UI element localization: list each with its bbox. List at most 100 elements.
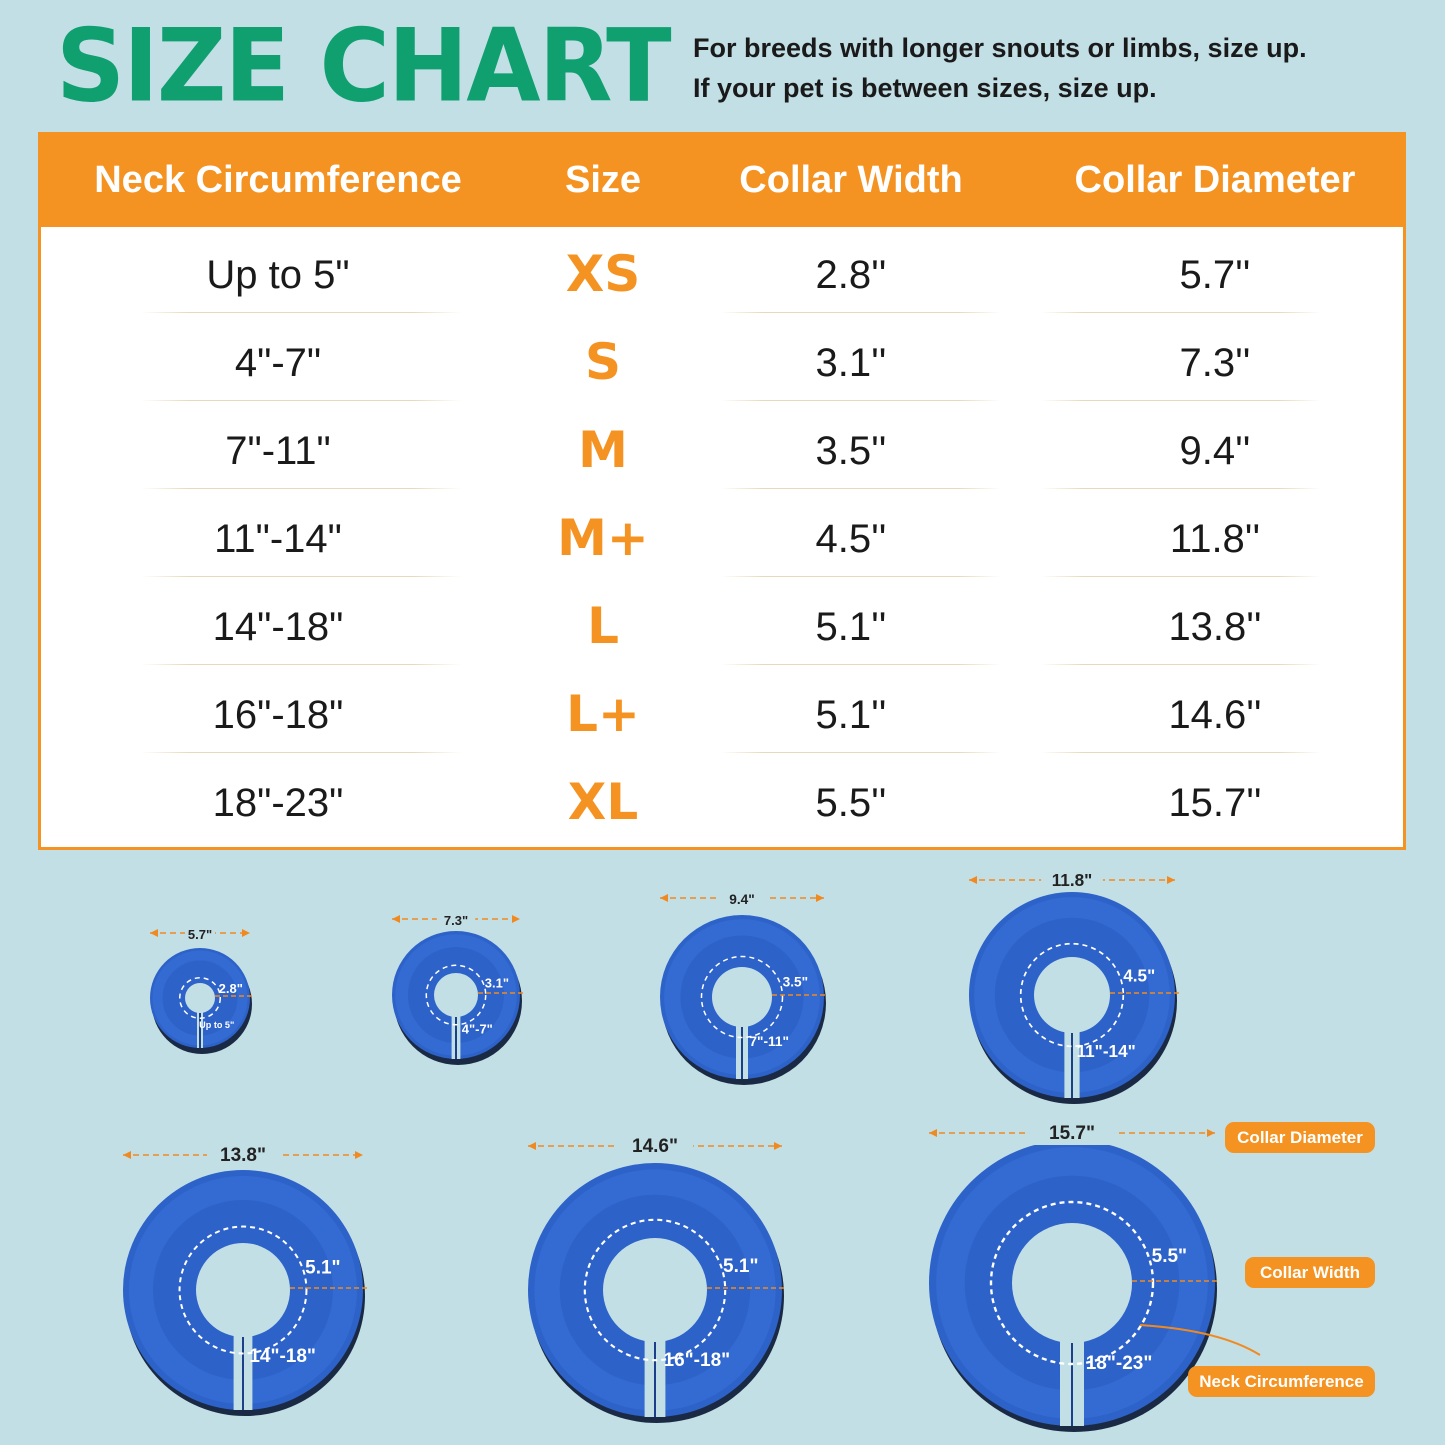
collar-diagram: 15.7" 5.5" 18"-23" bbox=[929, 1121, 1219, 1432]
table-row: 4"-7" S 3.1'' 7.3'' bbox=[41, 321, 1403, 409]
cell-width: 3.1'' bbox=[815, 341, 887, 385]
page-title: SIZE CHART bbox=[56, 7, 672, 125]
cell-width: 5.5'' bbox=[815, 781, 887, 825]
cell-neck: 4"-7" bbox=[234, 341, 322, 385]
cell-neck: 11"-14" bbox=[214, 517, 342, 561]
collar-hole bbox=[185, 983, 215, 1013]
collar-diagram: 14.6" 5.1" 16"-18" bbox=[528, 1134, 786, 1423]
cell-diameter: 14.6'' bbox=[1168, 693, 1262, 737]
row-divider bbox=[721, 400, 1001, 401]
col-collar-diameter: Collar Diameter bbox=[1074, 159, 1356, 201]
cell-size: L bbox=[587, 597, 619, 655]
diameter-label: 7.3" bbox=[444, 913, 468, 928]
width-label: 5.1" bbox=[723, 1256, 758, 1277]
table-row: 7"-11" M 3.5'' 9.4'' bbox=[41, 409, 1403, 497]
cell-size: M+ bbox=[557, 509, 649, 567]
col-neck-circumference: Neck Circumference bbox=[94, 159, 462, 201]
cell-width: 5.1'' bbox=[815, 693, 887, 737]
diameter-label: 9.4" bbox=[729, 892, 754, 907]
neck-label: Up to 5" bbox=[199, 1020, 234, 1030]
row-divider bbox=[1041, 752, 1321, 753]
collar-hole bbox=[196, 1243, 290, 1337]
width-label: 3.1" bbox=[485, 975, 509, 990]
legend-collar-diameter: Collar Diameter bbox=[1225, 1122, 1375, 1153]
row-divider bbox=[721, 312, 1001, 313]
row-divider bbox=[721, 664, 1001, 665]
collar-hole bbox=[1034, 957, 1110, 1033]
table-row: 16"-18" L+ 5.1'' 14.6'' bbox=[41, 673, 1403, 761]
collar-diagram: 5.7" 2.8" Up to 5" bbox=[150, 921, 254, 1054]
col-size: Size bbox=[564, 159, 642, 201]
diameter-label-bg bbox=[717, 886, 767, 910]
row-divider bbox=[141, 488, 461, 489]
cell-width: 3.5'' bbox=[815, 429, 887, 473]
neck-dashed-circle bbox=[425, 964, 487, 1026]
cell-diameter: 7.3'' bbox=[1179, 341, 1251, 385]
row-divider bbox=[1041, 400, 1321, 401]
collar-hole bbox=[712, 967, 772, 1027]
width-label: 3.5" bbox=[783, 975, 808, 990]
row-divider bbox=[1041, 312, 1321, 313]
diameter-label: 13.8" bbox=[220, 1145, 266, 1166]
collar-diagram: 7.3" 3.1" 4"-7" bbox=[392, 907, 524, 1065]
neck-label: 16"-18" bbox=[664, 1350, 731, 1371]
collar-hole bbox=[603, 1238, 707, 1342]
diameter-label-bg bbox=[1041, 868, 1103, 892]
note-line: For breeds with longer snouts or limbs, … bbox=[693, 33, 1307, 63]
table-row: 18"-23" XL 5.5'' 15.7'' bbox=[41, 761, 1403, 849]
cell-size: S bbox=[584, 333, 622, 391]
neck-label: 4"-7" bbox=[462, 1021, 493, 1036]
collar-diagram: 13.8" 5.1" 14"-18" bbox=[123, 1143, 367, 1416]
cell-diameter: 15.7'' bbox=[1168, 781, 1262, 825]
width-label: 2.8" bbox=[219, 981, 243, 996]
sizing-notes: For breeds with longer snouts or limbs, … bbox=[693, 28, 1307, 108]
collar-hole bbox=[434, 973, 478, 1017]
diameter-label-bg bbox=[616, 1134, 694, 1158]
row-divider bbox=[141, 312, 461, 313]
pointer-arrow bbox=[1139, 1324, 1261, 1356]
neck-dashed-circle bbox=[1019, 942, 1125, 1048]
cell-diameter: 5.7'' bbox=[1179, 253, 1251, 297]
diameter-label-bg bbox=[436, 907, 476, 931]
row-divider bbox=[1041, 664, 1321, 665]
neck-dashed-circle bbox=[583, 1218, 727, 1362]
cell-size: XS bbox=[565, 245, 641, 303]
cell-size: M bbox=[578, 421, 628, 479]
neck-label: 14"-18" bbox=[249, 1346, 316, 1367]
cell-width: 2.8'' bbox=[815, 253, 887, 297]
legend-neck-circumference: Neck Circumference bbox=[1188, 1366, 1375, 1397]
cell-neck: 14"-18" bbox=[212, 605, 344, 649]
cell-diameter: 9.4'' bbox=[1179, 429, 1251, 473]
cell-neck: 16"-18" bbox=[212, 693, 344, 737]
neck-dashed-circle bbox=[989, 1200, 1155, 1366]
row-divider bbox=[141, 576, 461, 577]
size-table: Neck Circumference Size Collar Width Col… bbox=[38, 132, 1406, 850]
diameter-label-bg bbox=[185, 921, 215, 945]
table-header: Neck Circumference Size Collar Width Col… bbox=[41, 135, 1403, 227]
neck-label: 11"-14" bbox=[1077, 1041, 1136, 1061]
cell-width: 4.5'' bbox=[815, 517, 887, 561]
legend-collar-width: Collar Width bbox=[1245, 1257, 1375, 1288]
neck-dashed-circle bbox=[179, 977, 221, 1019]
cell-diameter: 13.8'' bbox=[1168, 605, 1262, 649]
diameter-label-bg bbox=[1029, 1121, 1115, 1145]
table-row: Up to 5" XS 2.8'' 5.7'' bbox=[41, 233, 1403, 321]
diameter-label-bg bbox=[207, 1143, 279, 1167]
col-collar-width: Collar Width bbox=[739, 159, 963, 201]
width-label: 5.5" bbox=[1152, 1246, 1187, 1267]
row-divider bbox=[141, 752, 461, 753]
row-divider bbox=[141, 400, 461, 401]
cell-size: L+ bbox=[566, 685, 640, 743]
table-row: 14"-18" L 5.1'' 13.8'' bbox=[41, 585, 1403, 673]
cell-diameter: 11.8'' bbox=[1169, 517, 1261, 561]
neck-label: 18"-23" bbox=[1086, 1353, 1153, 1374]
diameter-label: 5.7" bbox=[188, 927, 212, 942]
cell-size: XL bbox=[567, 773, 639, 831]
width-label: 5.1" bbox=[305, 1258, 340, 1279]
row-divider bbox=[1041, 488, 1321, 489]
cell-neck: 7"-11" bbox=[225, 429, 331, 473]
neck-dashed-circle bbox=[700, 955, 784, 1039]
cell-neck: 18"-23" bbox=[212, 781, 344, 825]
collar-diagram: 11.8" 4.5" 11"-14" bbox=[969, 868, 1179, 1104]
row-divider bbox=[721, 488, 1001, 489]
